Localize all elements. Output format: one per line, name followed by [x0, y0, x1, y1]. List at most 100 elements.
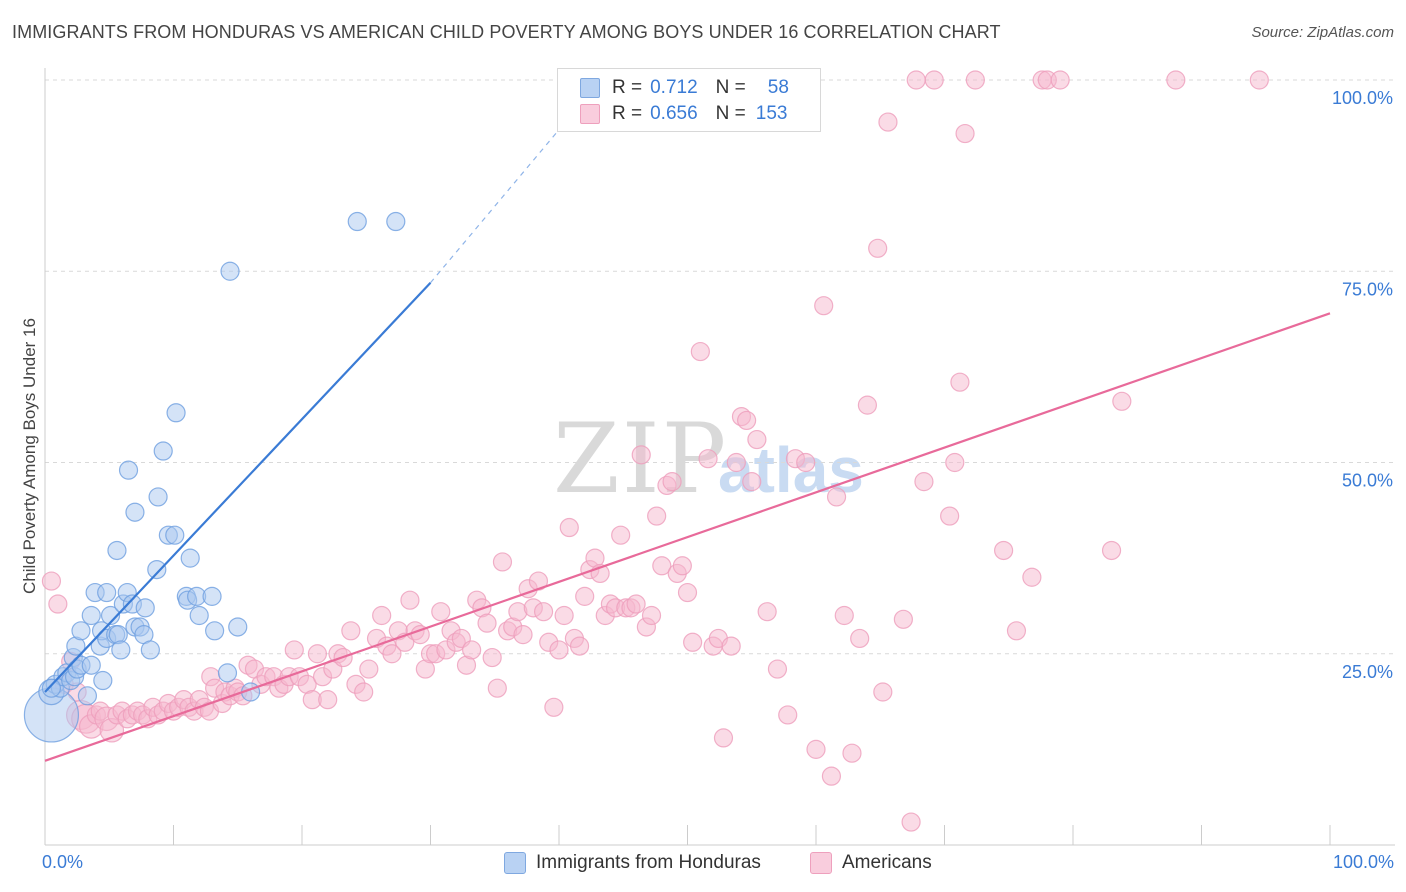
americans-point [914, 472, 934, 492]
americans-point [672, 556, 692, 576]
americans-point [462, 640, 482, 660]
americans-point [901, 812, 921, 832]
legend-n-value: 58 [767, 77, 789, 98]
stats-legend: R = 0.712 N = 58 R = 0.656 N = 153 [557, 68, 821, 132]
americans-point [1166, 70, 1186, 90]
y-tick-label: 100.0% [1332, 88, 1393, 108]
americans-point [747, 429, 767, 450]
honduras-point [135, 598, 155, 618]
americans-point [677, 582, 698, 603]
bottom-legend-americans: Americans [810, 852, 932, 874]
americans-point [575, 586, 595, 606]
americans-point [742, 472, 762, 492]
honduras-point [189, 605, 209, 626]
americans-point [307, 644, 328, 664]
americans-point [482, 647, 502, 668]
americans-point [868, 238, 888, 258]
americans-point [767, 659, 788, 679]
honduras-point [347, 211, 367, 232]
americans-point [965, 70, 985, 90]
honduras-point [148, 487, 168, 507]
americans-point [726, 452, 746, 473]
americans-point [806, 739, 826, 759]
americans-point [778, 705, 798, 725]
americans-point [994, 540, 1014, 561]
americans-point [821, 766, 842, 786]
honduras-point [386, 211, 406, 232]
honduras-legend-label: Immigrants from Honduras [536, 852, 761, 873]
americans-point [410, 625, 430, 645]
americans-point [857, 395, 878, 415]
americans-point [950, 372, 970, 392]
americans-point [354, 682, 374, 702]
legend-r-label: R = [612, 103, 643, 124]
americans-point [1006, 621, 1027, 641]
americans-point [945, 452, 965, 473]
honduras-point [41, 678, 62, 698]
y-tick-label: 25.0% [1342, 662, 1393, 682]
legend-n-value: 153 [755, 103, 788, 124]
source-label: Source: ZipAtlas.com [1251, 24, 1394, 41]
americans-point [721, 636, 741, 656]
americans-point [713, 728, 734, 748]
honduras-point [202, 586, 222, 606]
x-tick-label-min: 0.0% [42, 852, 84, 872]
americans-point [873, 682, 893, 702]
americans-point [814, 296, 834, 316]
honduras-point [111, 640, 131, 660]
honduras-points [23, 211, 406, 743]
honduras-point [147, 559, 167, 580]
honduras-point [228, 617, 248, 637]
honduras-trend-extension [430, 129, 560, 284]
honduras-point [125, 502, 145, 522]
americans-point [683, 632, 703, 652]
legend-r-value: 0.656 [650, 103, 698, 124]
honduras-trend-line [44, 281, 432, 693]
americans-point [400, 590, 420, 610]
americans-legend-swatch [810, 852, 832, 874]
americans-point [284, 640, 304, 660]
americans-legend-label: Americans [842, 852, 932, 873]
bottom-legend-honduras: Immigrants from Honduras [504, 852, 761, 874]
americans-point [1022, 567, 1042, 587]
honduras-point [77, 686, 98, 706]
americans-point [940, 506, 960, 526]
legend-r-label: R = [612, 77, 643, 98]
honduras-point [217, 663, 238, 683]
honduras-point [81, 655, 101, 675]
y-tick-labels: 25.0% 50.0% 75.0% 100.0% [1332, 88, 1393, 682]
americans-point [382, 644, 402, 664]
honduras-point [71, 621, 91, 641]
americans-point [359, 659, 379, 679]
americans-point [796, 452, 816, 473]
americans-point [41, 571, 62, 591]
americans-point [513, 625, 533, 645]
honduras-point [180, 548, 200, 568]
y-axis-label: Child Poverty Among Boys Under 16 [20, 318, 39, 594]
americans-point [757, 602, 777, 622]
americans-point [842, 743, 862, 763]
americans-point [1249, 70, 1269, 90]
legend-row-honduras: R = 0.712 N = 58 [580, 77, 789, 99]
honduras-point [220, 261, 240, 281]
americans-point [924, 70, 944, 90]
americans-point [647, 506, 667, 526]
americans-point [492, 552, 513, 572]
americans-point [1050, 70, 1070, 90]
honduras-point [107, 540, 127, 561]
americans-point [834, 605, 854, 626]
americans-point [906, 70, 926, 90]
honduras-point [140, 640, 160, 660]
legend-r-value: 0.712 [650, 77, 698, 98]
honduras-point [93, 670, 113, 691]
americans-point [554, 605, 574, 626]
americans-point [737, 410, 757, 431]
americans-point [341, 621, 361, 641]
americans-point [611, 525, 631, 545]
americans-point [878, 112, 898, 132]
honduras-point [118, 460, 139, 480]
legend-n-label: N = [715, 103, 746, 124]
americans-point [318, 690, 338, 710]
